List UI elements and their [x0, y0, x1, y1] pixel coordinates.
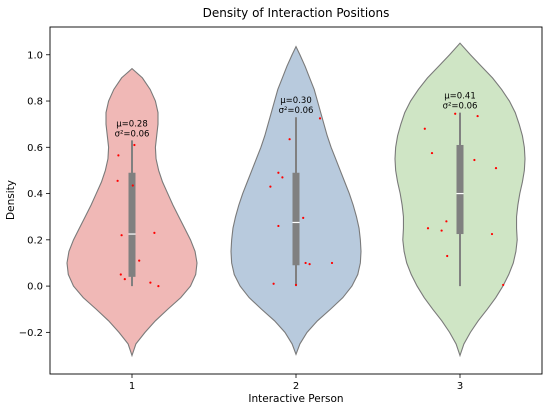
y-tick-label: −0.2: [19, 328, 43, 339]
data-point: [476, 114, 479, 118]
data-point: [473, 158, 476, 162]
variance-annotation: σ²=0.06: [443, 102, 478, 112]
data-point: [423, 127, 426, 130]
data-point: [277, 171, 280, 174]
data-point: [119, 273, 122, 276]
data-point: [502, 283, 505, 287]
data-point: [281, 176, 284, 179]
y-axis: −0.2 0.0 0.2 0.4 0.6 0.8 1.0: [19, 50, 50, 339]
data-point: [272, 282, 275, 285]
data-point: [426, 227, 430, 230]
data-point: [446, 254, 449, 258]
data-point: [133, 143, 136, 147]
y-tick-label: 0.6: [27, 143, 43, 154]
data-point: [131, 184, 134, 187]
x-tick-label: 2: [293, 381, 299, 392]
data-point: [288, 138, 291, 141]
data-point: [454, 112, 457, 115]
data-point: [149, 281, 152, 284]
data-point: [445, 220, 448, 223]
data-point: [120, 234, 123, 237]
mean-annotation: μ=0.28: [116, 119, 147, 129]
x-tick-label: 1: [129, 381, 135, 392]
chart-title: Density of Interaction Positions: [203, 6, 390, 20]
data-point: [138, 259, 141, 262]
data-point: [277, 224, 280, 228]
y-tick-label: 0.2: [27, 235, 43, 246]
data-point: [304, 261, 307, 265]
data-point: [330, 261, 334, 265]
y-tick-label: 0.0: [27, 282, 43, 293]
data-point: [157, 284, 160, 288]
data-point: [153, 231, 156, 234]
data-point: [494, 167, 498, 170]
data-point: [123, 278, 126, 281]
y-tick-label: 1.0: [27, 50, 43, 61]
data-point: [116, 179, 119, 182]
data-point: [117, 154, 120, 157]
data-point: [490, 232, 494, 236]
x-axis-label: Interactive Person: [248, 393, 343, 405]
y-tick-label: 0.4: [27, 189, 43, 200]
violin-iqr-box: [128, 172, 136, 277]
y-tick-label: 0.8: [27, 97, 43, 108]
data-point: [302, 216, 305, 219]
violin-iqr-box: [456, 144, 464, 235]
data-point: [294, 283, 298, 287]
data-point: [318, 117, 322, 120]
data-point: [269, 185, 272, 188]
mean-annotation: μ=0.30: [280, 96, 311, 106]
data-point: [308, 263, 311, 266]
variance-annotation: σ²=0.06: [279, 106, 314, 116]
data-point: [440, 229, 443, 232]
mean-annotation: μ=0.41: [444, 92, 475, 102]
y-axis-label: Density: [5, 180, 17, 220]
data-point: [430, 151, 434, 155]
variance-annotation: σ²=0.06: [115, 129, 150, 139]
violin-iqr-box: [292, 172, 300, 266]
x-axis: 1 2 3: [129, 374, 463, 392]
x-tick-label: 3: [457, 381, 463, 392]
